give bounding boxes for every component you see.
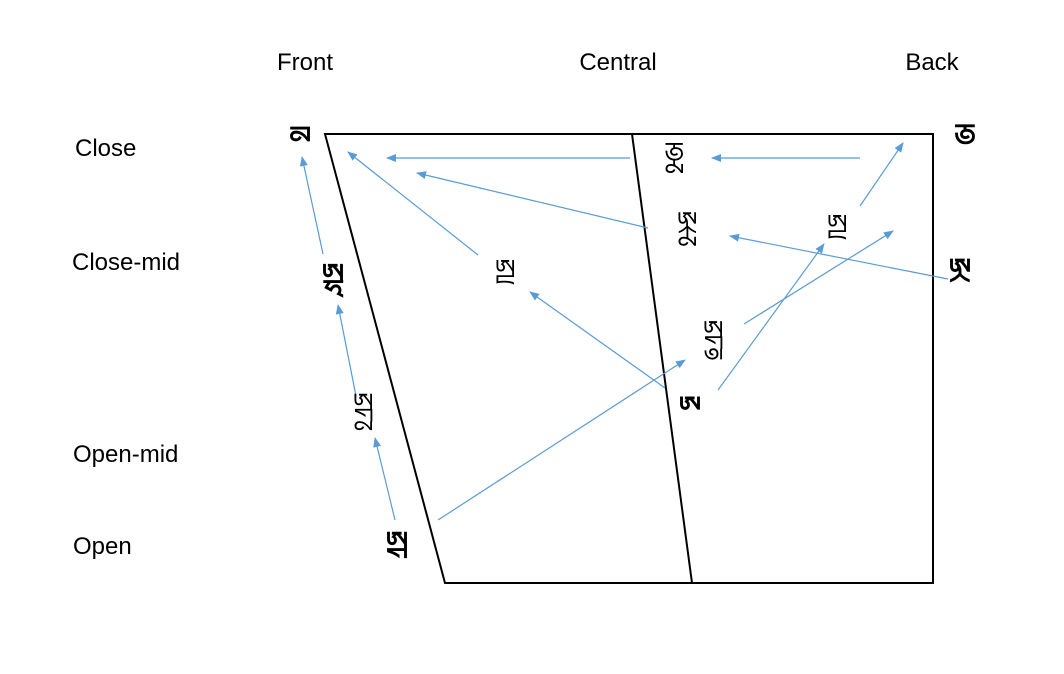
arrow-open-to-open-mid-front [373, 437, 396, 521]
vowel-front-close: ꡞ [285, 125, 315, 142]
vowel-back-close-mid: ꡝꡡ [945, 257, 975, 283]
row-close-mid-label: Close-mid [72, 249, 180, 276]
column-front-label: Front [277, 49, 333, 76]
outer-trapezoid [323, 133, 934, 584]
vowel-back-close: ꡟ [950, 123, 980, 145]
row-open-label: Open [73, 533, 132, 560]
vowel-central-front-mid: ꡝꡦ [492, 258, 520, 285]
vowel-central-mid-diphthong: ꡝꡠꡟ [700, 319, 728, 360]
arrow-front-mid-to-close-lower [335, 304, 357, 397]
arrow-central-to-front-mid [529, 291, 666, 389]
arrow-central-open-to-back-mid [717, 243, 825, 391]
column-central-label: Central [579, 49, 656, 76]
arrow-open-front-to-central [437, 359, 686, 521]
vowel-back-close-mid-inner: ꡝꡦ [824, 213, 852, 240]
arrow-central-mid-to-back [743, 230, 894, 325]
column-back-label: Back [905, 49, 959, 76]
vowel-central-open: ꡝ [675, 395, 705, 411]
vowel-front-open: ꡝꡠ [382, 530, 412, 559]
arrow-front-mid-to-close [347, 151, 479, 256]
central-divider [631, 133, 693, 584]
arrow-front-mid-to-close-upper [299, 156, 324, 255]
arrow-central-close-mid-to-front [416, 171, 649, 229]
arrow-back-mid-to-central [729, 233, 949, 280]
row-close-label: Close [75, 135, 136, 162]
arrows [299, 142, 949, 521]
chart-frame [323, 133, 934, 584]
vowel-central-close: ꡟꡞ [661, 141, 689, 174]
row-open-mid-label: Open-mid [73, 441, 178, 468]
vowel-front-close-mid: ꡝꡜ [318, 262, 348, 298]
vowel-central-close-mid: ꡝꡡꡞ [674, 211, 702, 248]
vowel-front-diphthong: ꡝꡠꡞ [350, 392, 378, 432]
arrow-back-mid-to-close [859, 142, 904, 207]
